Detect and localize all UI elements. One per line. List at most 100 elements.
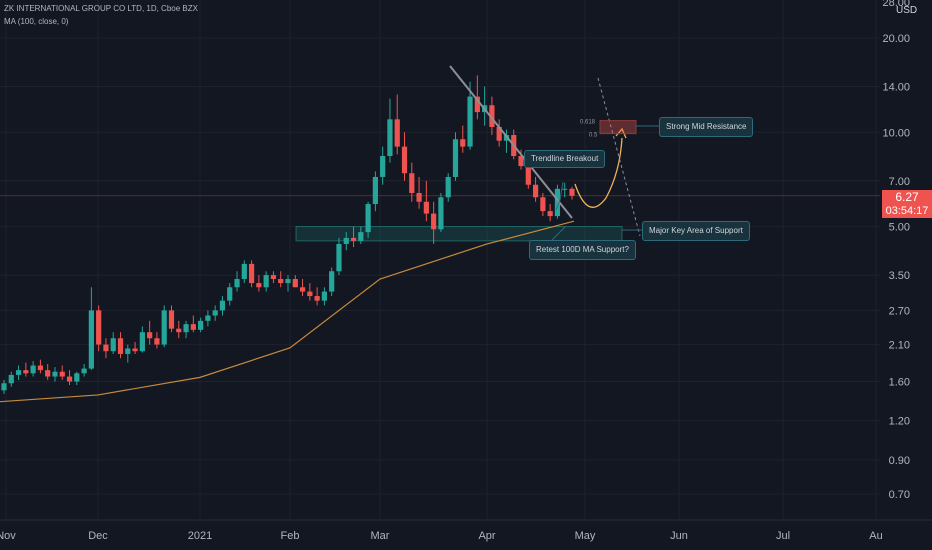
candle bbox=[401, 132, 408, 181]
candle bbox=[256, 275, 262, 292]
candle bbox=[30, 361, 36, 377]
candle-body bbox=[496, 126, 502, 141]
candle-body bbox=[139, 332, 145, 352]
candle-body bbox=[554, 188, 561, 217]
candle-body bbox=[15, 370, 22, 375]
candle-body bbox=[518, 155, 524, 167]
x-tick-label: Jun bbox=[670, 530, 688, 542]
x-tick-label: 2021 bbox=[188, 530, 212, 542]
candle bbox=[88, 287, 94, 371]
candle bbox=[154, 332, 160, 349]
candle bbox=[409, 162, 415, 202]
candle-body bbox=[248, 263, 255, 284]
candle-body bbox=[161, 310, 167, 345]
candle bbox=[117, 332, 124, 359]
candle-body bbox=[219, 300, 226, 311]
symbol-title[interactable]: ZK INTERNATIONAL GROUP CO LTD, 1D, Cboe … bbox=[4, 4, 198, 13]
candle bbox=[489, 96, 495, 136]
candle bbox=[452, 132, 459, 181]
ma-layer bbox=[0, 220, 575, 403]
candle bbox=[8, 371, 14, 387]
candle-body bbox=[365, 204, 371, 233]
candle bbox=[168, 305, 175, 333]
candle-body bbox=[343, 237, 349, 244]
candle bbox=[212, 305, 218, 321]
candle bbox=[45, 364, 51, 380]
y-tick-label: 1.20 bbox=[889, 416, 910, 428]
candle-body bbox=[299, 287, 306, 292]
candle bbox=[569, 186, 575, 200]
projection-curve bbox=[574, 137, 623, 208]
candle bbox=[336, 237, 342, 276]
trendline-breakout-callout[interactable]: Trendline Breakout bbox=[524, 150, 606, 168]
candle bbox=[278, 271, 284, 288]
retest-ma-callout[interactable]: Retest 100D MA Support? bbox=[529, 240, 636, 260]
candle-body bbox=[474, 96, 480, 113]
candle bbox=[423, 180, 429, 222]
candle-body bbox=[45, 370, 51, 377]
candle bbox=[314, 287, 320, 306]
grid-layer bbox=[0, 0, 880, 520]
y-tick-label: 20.00 bbox=[882, 33, 910, 45]
candle bbox=[66, 370, 73, 385]
candle-body bbox=[198, 320, 204, 330]
candle-body bbox=[263, 275, 269, 288]
candle bbox=[23, 362, 29, 377]
candle-body bbox=[292, 279, 298, 288]
fib-5-label: 0.5 bbox=[589, 133, 598, 139]
y-axis: 20.00 14.00 10.00 7.00 5.00 3.50 2.70 2.10 1.60 1… bbox=[882, 0, 910, 501]
candle-body bbox=[205, 315, 211, 321]
candle-body bbox=[489, 105, 495, 127]
candle bbox=[562, 182, 568, 198]
x-tick-label: Dec bbox=[88, 530, 108, 542]
fib-618-label: 0.618 bbox=[580, 120, 596, 126]
candle-body bbox=[445, 176, 451, 198]
candle-body bbox=[81, 368, 87, 374]
candle-body bbox=[212, 310, 218, 316]
candle bbox=[132, 341, 138, 354]
currency-label: USD bbox=[896, 5, 918, 16]
strong-mid-resistance-callout[interactable]: Strong Mid Resistance bbox=[659, 117, 754, 137]
y-tick-label: 2.70 bbox=[889, 305, 910, 317]
candle-body bbox=[96, 310, 102, 345]
candle-body bbox=[547, 211, 553, 217]
candle bbox=[241, 260, 247, 284]
y-tick-label: 1.60 bbox=[889, 377, 910, 389]
candle bbox=[329, 267, 335, 297]
candle-body bbox=[110, 338, 116, 352]
y-tick-label: 14.00 bbox=[882, 82, 910, 94]
candle bbox=[81, 364, 87, 377]
last-price-tag: 6.27 bbox=[882, 190, 932, 204]
candle bbox=[365, 201, 371, 238]
descending-trendline bbox=[449, 65, 573, 219]
candle-body bbox=[329, 271, 335, 292]
candle bbox=[103, 338, 109, 359]
indicator-label[interactable]: MA (100, close, 0) bbox=[4, 17, 69, 26]
candle-body bbox=[8, 374, 14, 384]
candle-body bbox=[401, 146, 408, 174]
x-tick-label: Au bbox=[869, 530, 882, 542]
drawings-layer: 0.618 0.5 bbox=[449, 65, 659, 241]
bar-countdown-tag: 03:54:17 bbox=[882, 204, 932, 218]
x-axis: Nov Dec 2021 Feb Mar Apr May Jun Jul Au bbox=[0, 519, 932, 542]
candle-body bbox=[452, 139, 459, 177]
candle-body bbox=[234, 279, 240, 288]
candle bbox=[37, 359, 44, 374]
candle-body bbox=[358, 232, 364, 241]
candle-body bbox=[125, 348, 131, 354]
candle bbox=[74, 371, 80, 385]
candle-body bbox=[103, 344, 109, 352]
y-tick-label: 7.00 bbox=[889, 176, 910, 188]
candle-body bbox=[314, 296, 320, 301]
x-tick-label: Mar bbox=[371, 530, 390, 542]
x-tick-label: Jul bbox=[776, 530, 790, 542]
y-tick-label: 2.10 bbox=[889, 340, 910, 352]
major-support-callout[interactable]: Major Key Area of Support bbox=[642, 221, 750, 241]
y-tick-label: 0.70 bbox=[889, 489, 910, 501]
candle-body bbox=[23, 370, 29, 374]
candle bbox=[125, 344, 131, 363]
candle bbox=[292, 275, 298, 288]
candle bbox=[350, 226, 357, 248]
candle-body bbox=[460, 139, 466, 147]
